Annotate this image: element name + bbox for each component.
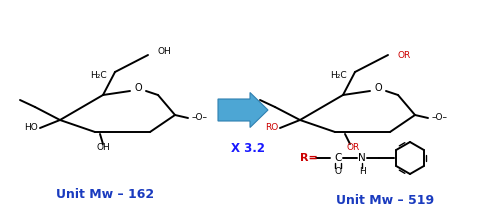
Text: HO: HO — [24, 124, 38, 132]
Text: Unit Mw – 162: Unit Mw – 162 — [56, 189, 154, 202]
Text: R=: R= — [300, 153, 318, 163]
Text: X 3.2: X 3.2 — [231, 141, 265, 154]
Text: OH: OH — [96, 143, 110, 152]
Text: O: O — [334, 167, 342, 176]
Text: –O–: –O– — [432, 113, 448, 122]
Text: RO: RO — [265, 124, 278, 132]
Text: H₂C: H₂C — [330, 71, 347, 81]
Text: C: C — [334, 153, 342, 163]
Text: –O–: –O– — [192, 113, 208, 122]
Text: O: O — [374, 83, 382, 93]
Text: OR: OR — [346, 143, 360, 152]
FancyArrow shape — [218, 92, 268, 127]
Text: Unit Mw – 519: Unit Mw – 519 — [336, 194, 434, 206]
Text: OR: OR — [398, 51, 411, 59]
Text: N: N — [358, 153, 366, 163]
Text: OH: OH — [158, 48, 172, 57]
Text: H: H — [358, 167, 366, 176]
Text: H₂C: H₂C — [90, 71, 107, 81]
Text: O: O — [134, 83, 142, 93]
